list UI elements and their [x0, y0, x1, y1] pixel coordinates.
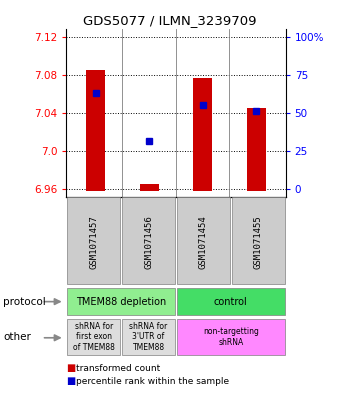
Text: other: other	[3, 332, 31, 342]
Bar	[232, 197, 285, 284]
Text: percentile rank within the sample: percentile rank within the sample	[76, 377, 230, 386]
Text: ■: ■	[66, 363, 75, 373]
Bar	[140, 184, 158, 191]
Text: GSM1071456: GSM1071456	[144, 216, 153, 269]
Text: protocol: protocol	[3, 297, 46, 307]
Text: transformed count: transformed count	[76, 364, 161, 373]
Text: GDS5077 / ILMN_3239709: GDS5077 / ILMN_3239709	[83, 14, 257, 27]
Bar	[67, 197, 120, 284]
Bar	[67, 320, 120, 354]
Bar	[67, 288, 175, 315]
Bar	[247, 108, 266, 191]
Bar	[193, 78, 212, 191]
Bar	[86, 70, 105, 191]
Text: GSM1071454: GSM1071454	[199, 216, 208, 269]
Bar	[122, 320, 175, 354]
Text: non-targetting
shRNA: non-targetting shRNA	[203, 327, 259, 347]
Text: shRNA for
3'UTR of
TMEM88: shRNA for 3'UTR of TMEM88	[130, 322, 168, 352]
Text: ■: ■	[66, 376, 75, 386]
Text: shRNA for
first exon
of TMEM88: shRNA for first exon of TMEM88	[73, 322, 115, 352]
Bar	[176, 320, 285, 354]
Text: control: control	[214, 297, 248, 307]
Text: TMEM88 depletion: TMEM88 depletion	[76, 297, 166, 307]
Bar	[176, 288, 285, 315]
Text: GSM1071457: GSM1071457	[89, 216, 98, 269]
Text: GSM1071455: GSM1071455	[254, 216, 263, 269]
Bar	[177, 197, 230, 284]
Bar	[122, 197, 175, 284]
